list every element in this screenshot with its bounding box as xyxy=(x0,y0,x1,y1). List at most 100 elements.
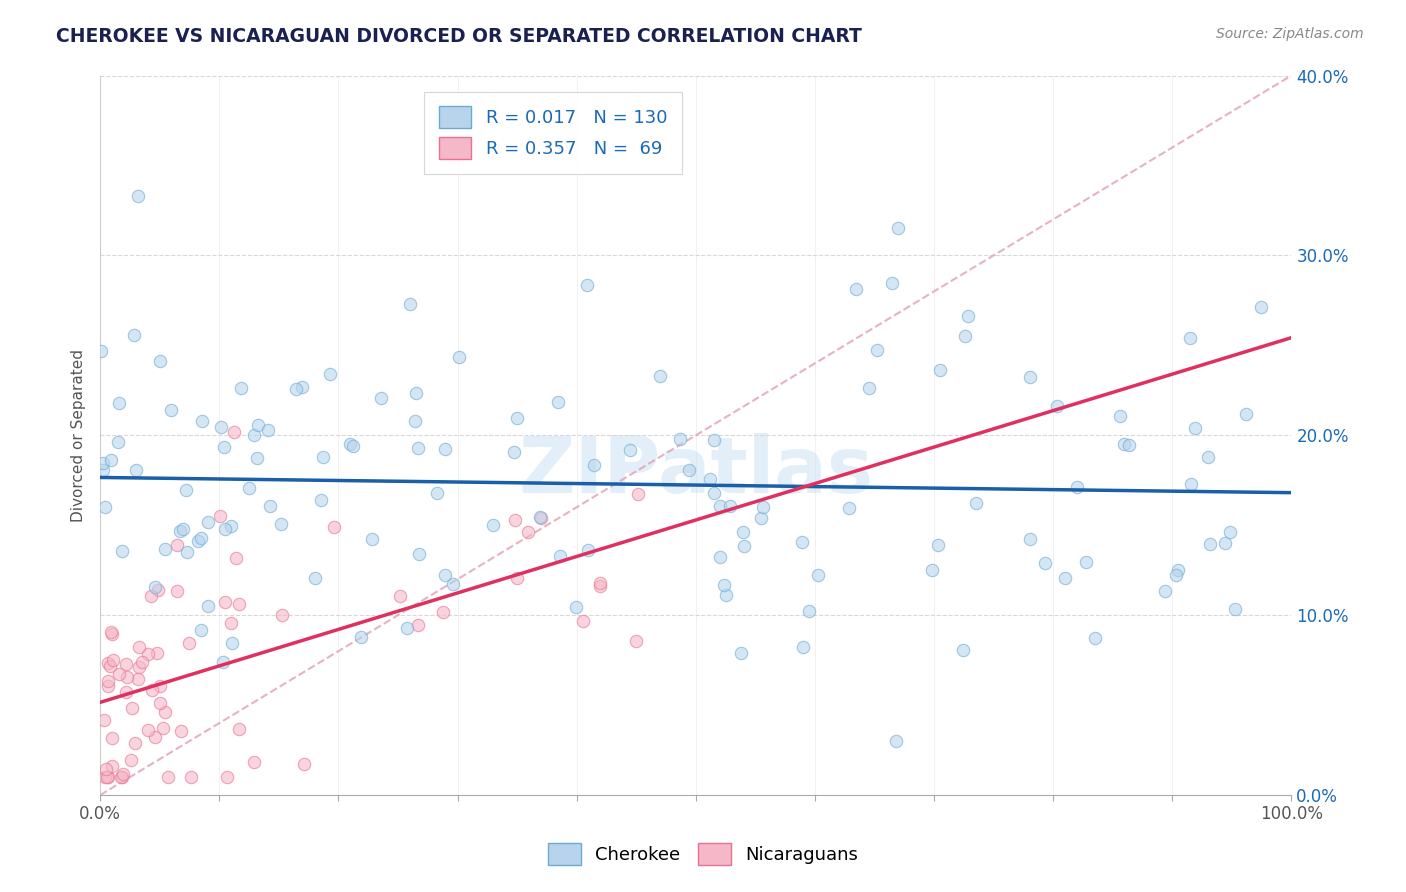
Text: Source: ZipAtlas.com: Source: ZipAtlas.com xyxy=(1216,27,1364,41)
Point xyxy=(243,755,266,769)
Point xyxy=(503,513,526,527)
Point xyxy=(1033,556,1056,570)
Point xyxy=(217,770,239,784)
Point xyxy=(242,428,264,442)
Point xyxy=(506,571,529,585)
Point xyxy=(98,658,121,673)
Point xyxy=(882,277,904,291)
Legend: Cherokee, Nicaraguans: Cherokee, Nicaraguans xyxy=(538,834,868,874)
Point xyxy=(247,417,270,432)
Point xyxy=(432,605,454,619)
Point xyxy=(170,724,193,739)
Point xyxy=(928,363,950,377)
Point xyxy=(838,500,860,515)
Point xyxy=(222,425,245,439)
Point xyxy=(257,423,280,437)
Point xyxy=(1167,563,1189,577)
Point xyxy=(100,731,122,746)
Point xyxy=(91,463,114,477)
Point xyxy=(957,310,980,324)
Point xyxy=(122,328,145,343)
Point xyxy=(703,433,725,447)
Y-axis label: Divorced or Separated: Divorced or Separated xyxy=(72,349,86,522)
Point xyxy=(619,442,641,457)
Point xyxy=(197,515,219,529)
Point xyxy=(128,640,150,655)
Point xyxy=(564,599,586,614)
Point xyxy=(517,524,540,539)
Point xyxy=(191,414,214,428)
Point xyxy=(152,722,174,736)
Point xyxy=(588,575,610,590)
Point xyxy=(112,766,135,780)
Point xyxy=(149,679,172,693)
Point xyxy=(94,762,117,776)
Point xyxy=(143,731,166,745)
Point xyxy=(312,450,335,465)
Point xyxy=(176,483,198,498)
Point xyxy=(214,595,236,609)
Point xyxy=(953,329,976,343)
Point xyxy=(197,599,219,614)
Point xyxy=(709,499,731,513)
Point xyxy=(160,403,183,417)
Point xyxy=(1053,571,1076,585)
Text: CHEROKEE VS NICARAGUAN DIVORCED OR SEPARATED CORRELATION CHART: CHEROKEE VS NICARAGUAN DIVORCED OR SEPAR… xyxy=(56,27,862,45)
Point xyxy=(1166,567,1188,582)
Point xyxy=(482,517,505,532)
Point xyxy=(108,396,131,410)
Point xyxy=(624,634,647,648)
Point xyxy=(965,496,987,510)
Point xyxy=(1180,331,1202,345)
Point xyxy=(752,500,775,515)
Point xyxy=(111,544,134,558)
Point xyxy=(921,563,943,577)
Point xyxy=(396,621,419,635)
Point xyxy=(575,278,598,293)
Point xyxy=(97,679,120,693)
Point xyxy=(219,616,242,631)
Point xyxy=(153,706,176,720)
Point xyxy=(127,672,149,686)
Point xyxy=(1180,476,1202,491)
Point xyxy=(156,770,179,784)
Point xyxy=(408,548,430,562)
Point xyxy=(97,674,120,689)
Point xyxy=(887,221,910,235)
Point xyxy=(221,518,243,533)
Point xyxy=(441,577,464,591)
Point xyxy=(730,646,752,660)
Point xyxy=(350,630,373,644)
Point xyxy=(146,646,169,660)
Legend: R = 0.017   N = 130, R = 0.357   N =  69: R = 0.017 N = 130, R = 0.357 N = 69 xyxy=(425,92,682,174)
Point xyxy=(100,625,122,640)
Point xyxy=(361,532,384,546)
Point xyxy=(136,723,159,737)
Point xyxy=(190,624,212,638)
Point xyxy=(292,757,315,772)
Point xyxy=(1018,370,1040,384)
Point xyxy=(149,696,172,710)
Point xyxy=(506,410,529,425)
Point xyxy=(797,604,820,618)
Point xyxy=(100,626,122,640)
Point xyxy=(1213,536,1236,550)
Point xyxy=(271,608,294,623)
Point xyxy=(713,578,735,592)
Point xyxy=(97,770,120,784)
Point xyxy=(291,379,314,393)
Point xyxy=(952,642,974,657)
Point xyxy=(214,522,236,536)
Point xyxy=(1046,399,1069,413)
Point xyxy=(208,509,231,524)
Point xyxy=(246,451,269,466)
Point xyxy=(311,492,333,507)
Point xyxy=(146,582,169,597)
Point xyxy=(576,543,599,558)
Point xyxy=(1154,584,1177,599)
Point xyxy=(668,433,690,447)
Point xyxy=(120,754,142,768)
Point xyxy=(231,381,253,395)
Point xyxy=(117,669,139,683)
Point xyxy=(153,542,176,557)
